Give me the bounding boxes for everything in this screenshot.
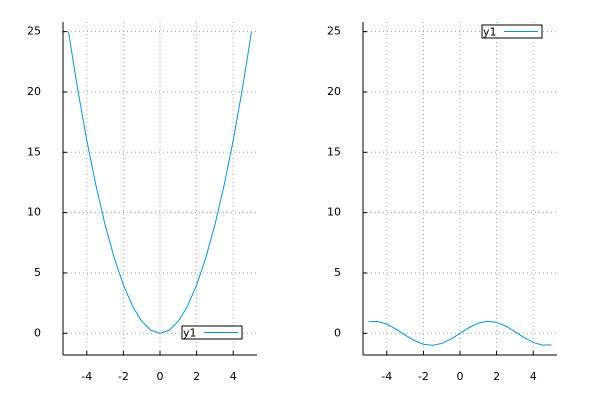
y-tick-label: 20 [327, 85, 341, 98]
x-tick-label: 4 [230, 370, 237, 383]
y-tick-label: 15 [27, 145, 41, 158]
y-tick-label: 25 [27, 25, 41, 38]
y-tick-label: 15 [327, 145, 341, 158]
x-tick-label: -4 [81, 370, 92, 383]
line [67, 31, 253, 334]
x-tick-label: -2 [118, 370, 129, 383]
x-tick-label: 2 [493, 370, 500, 383]
y-tick-label: 5 [34, 266, 41, 279]
x-tick-label: 0 [157, 370, 164, 383]
x-tick-label: 2 [193, 370, 200, 383]
line [368, 320, 552, 346]
x-tick-label: -2 [418, 370, 429, 383]
y-tick-label: 0 [334, 326, 341, 339]
x-tick-label: -4 [381, 370, 392, 383]
y-tick-label: 10 [327, 206, 341, 219]
y-tick-label: 0 [34, 326, 41, 339]
legend-label: y1 [183, 327, 197, 340]
x-tick-label: 0 [457, 370, 464, 383]
y-tick-label: 20 [27, 85, 41, 98]
legend-label: y1 [483, 26, 497, 39]
y-tick-label: 25 [327, 25, 341, 38]
y-tick-label: 10 [27, 206, 41, 219]
x-tick-label: 4 [530, 370, 537, 383]
y-tick-label: 5 [334, 266, 341, 279]
